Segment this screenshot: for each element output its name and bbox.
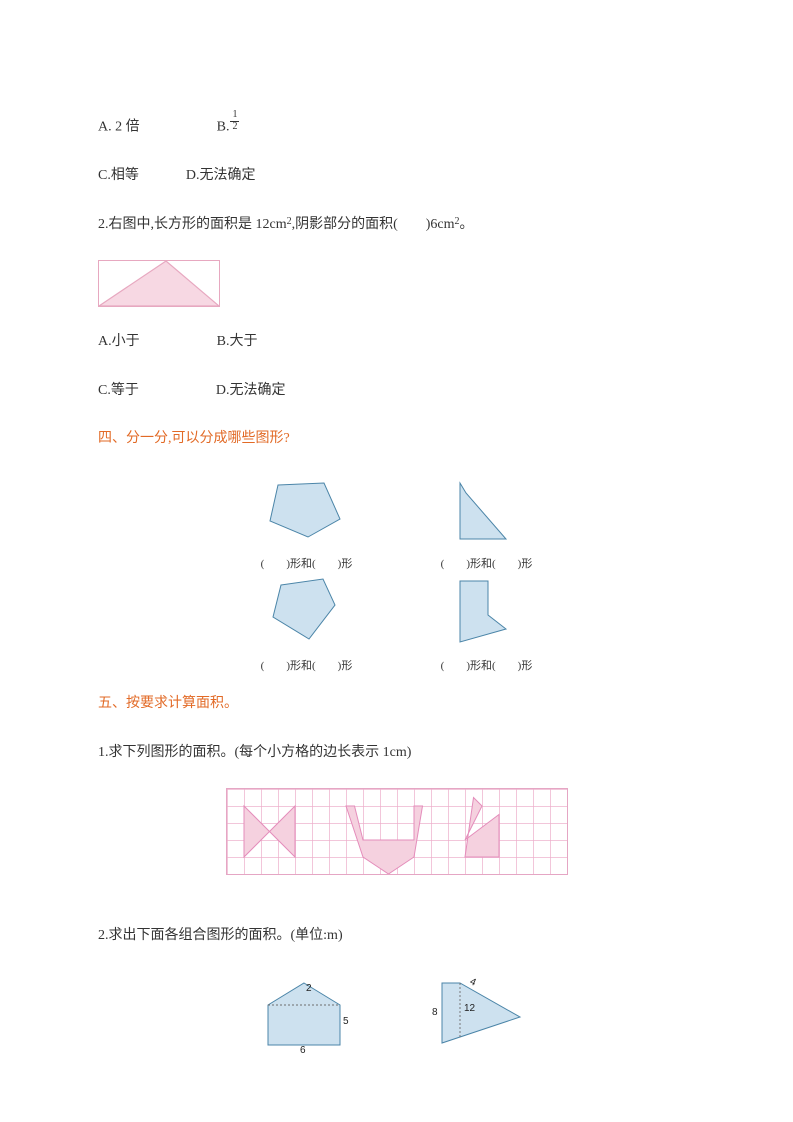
opt-C-prefix: C.: [98, 168, 111, 183]
composite-right: 4 12 8: [424, 975, 529, 1055]
shape3-caption: ( )形和( )形: [261, 657, 353, 673]
opt-B-prefix: B.: [217, 120, 230, 135]
q2-opt-D-prefix: D.: [216, 383, 230, 398]
section4-heading: 四、分一分,可以分成哪些图形?: [98, 426, 695, 453]
shape1-svg: [262, 475, 352, 545]
q1-options-row1: A. 2 倍 B.12: [98, 110, 695, 141]
q2-figure: [98, 260, 220, 307]
shape2-svg: [452, 481, 522, 545]
shape3-svg: [267, 577, 347, 647]
dim-right-left: 8: [432, 1007, 438, 1018]
shape4-svg: [452, 577, 522, 647]
shape-cell-2: ( )形和( )形: [407, 475, 567, 571]
section4-figures: ( )形和( )形 ( )形和( )形 ( )形和( )形: [217, 475, 577, 673]
opt-A-text: 2 倍: [115, 120, 140, 135]
shape-cell-4: ( )形和( )形: [407, 577, 567, 673]
section4-row2: ( )形和( )形 ( )形和( )形: [217, 577, 577, 673]
shape1: [270, 483, 340, 537]
opt-D-prefix: D.: [186, 168, 200, 183]
shape2: [460, 483, 506, 539]
q2-opt-A-prefix: A.: [98, 334, 112, 349]
section4-row1: ( )形和( )形 ( )形和( )形: [217, 475, 577, 571]
composite-left: 2 5 6: [264, 975, 354, 1055]
section5-grid: [226, 788, 568, 875]
worksheet-page: A. 2 倍 B.12 C.相等 D.无法确定 2.右图中,长方形的面积是 12…: [0, 0, 793, 1115]
q2-opt-A-text: 小于: [112, 334, 140, 349]
opt-A-prefix: A.: [98, 120, 115, 135]
q2-opt-C-prefix: C.: [98, 383, 111, 398]
composite-right-poly: [442, 983, 520, 1043]
dim-left-bottom: 6: [300, 1045, 306, 1056]
dim-left-top: 2: [306, 983, 312, 994]
grid-shapes-svg: [227, 789, 567, 874]
q1-options-row2: C.相等 D.无法确定: [98, 163, 695, 190]
composite-left-poly: [268, 983, 340, 1045]
shape1-caption: ( )形和( )形: [261, 555, 353, 571]
q2-triangle: [99, 261, 219, 306]
section5-composites: 2 5 6 4 12 8: [98, 975, 695, 1055]
section5-q1: 1.求下列图形的面积。(每个小方格的边长表示 1cm): [98, 740, 695, 767]
shape4: [460, 581, 506, 642]
q2-opt-B-prefix: B.: [217, 334, 230, 349]
opt-C-text: 相等: [111, 168, 139, 183]
shape-cell-3: ( )形和( )形: [227, 577, 387, 673]
shape2-caption: ( )形和( )形: [441, 555, 533, 571]
grid-shape-1: [244, 806, 295, 857]
grid-shape-3: [465, 798, 499, 858]
grid-shape-2: [346, 806, 423, 874]
opt-D-text: 无法确定: [199, 168, 255, 183]
q2-opt-B-text: 大于: [229, 334, 257, 349]
composite-right-svg: [424, 975, 529, 1055]
shape4-caption: ( )形和( )形: [441, 657, 533, 673]
q2-options-row1: A.小于 B.大于: [98, 329, 695, 356]
shape-cell-1: ( )形和( )形: [227, 475, 387, 571]
q2-opt-C-text: 等于: [111, 383, 139, 398]
dim-left-right: 5: [343, 1016, 349, 1027]
section5-heading: 五、按要求计算面积。: [98, 691, 695, 718]
shape3: [273, 579, 335, 639]
dim-right-mid: 12: [464, 1003, 475, 1014]
q2-triangle-svg: [99, 261, 219, 306]
q2-prompt: 2.右图中,长方形的面积是 12cm2,阴影部分的面积( )6cm2。: [98, 212, 695, 239]
section5-q2: 2.求出下面各组合图形的面积。(单位:m): [98, 923, 695, 950]
q2-opt-D-text: 无法确定: [229, 383, 285, 398]
opt-B-fraction: 12: [230, 110, 239, 132]
q2-options-row2: C.等于 D.无法确定: [98, 378, 695, 405]
